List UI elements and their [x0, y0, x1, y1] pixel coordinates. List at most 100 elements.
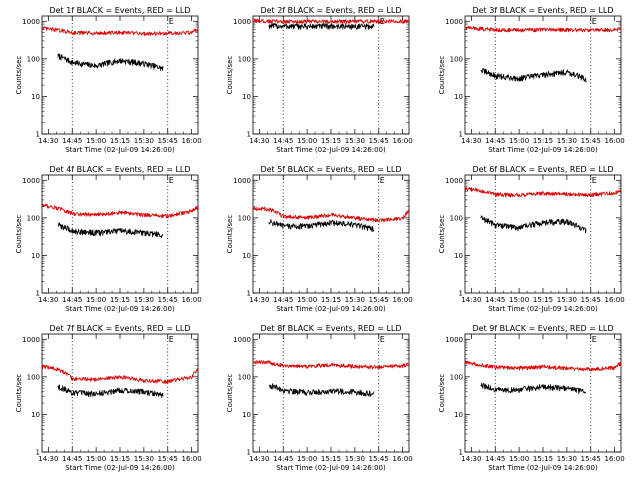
y-tick-label: 1000 [22, 177, 40, 185]
y-tick-label: 100 [238, 373, 251, 381]
y-tick-label: 1000 [233, 177, 251, 185]
events-series-line [57, 384, 164, 399]
x-tick-label: 16:00 [393, 137, 413, 145]
event-marker-label: E [380, 176, 385, 185]
lld-series-line [464, 360, 622, 372]
x-tick-label: 14:30 [249, 296, 269, 304]
x-tick-label: 15:00 [86, 455, 106, 463]
y-tick-label: 100 [27, 55, 40, 63]
event-marker-label: E [169, 17, 174, 26]
event-marker-label: E [592, 17, 597, 26]
x-tick-label: 15:30 [557, 296, 577, 304]
lld-series-line [41, 26, 199, 36]
panel-title: Det 7f BLACK = Events, RED = LLD [49, 324, 190, 333]
x-axis-label: Start Time (02-Jul-09 14:26:00) [276, 464, 386, 472]
x-tick-label: 16:00 [605, 137, 625, 145]
x-tick-label: 14:30 [38, 296, 58, 304]
events-series-line [268, 383, 375, 397]
y-tick-label: 10 [31, 411, 40, 419]
y-tick-label: 1 [247, 449, 251, 457]
x-tick-label: 15:30 [134, 296, 154, 304]
x-tick-label: 14:45 [273, 455, 293, 463]
x-tick-label: 15:45 [369, 137, 389, 145]
x-tick-label: 15:30 [557, 455, 577, 463]
x-axis-label: Start Time (02-Jul-09 14:26:00) [488, 305, 598, 313]
y-tick-label: 10 [242, 93, 251, 101]
y-tick-label: 1000 [22, 336, 40, 344]
y-tick-label: 1000 [233, 336, 251, 344]
x-tick-label: 15:30 [557, 137, 577, 145]
panel-title: Det 2f BLACK = Events, RED = LLD [260, 6, 401, 15]
x-tick-label: 14:45 [273, 296, 293, 304]
x-axis-label: Start Time (02-Jul-09 14:26:00) [276, 305, 386, 313]
event-marker-label: E [169, 176, 174, 185]
lld-series-line [252, 206, 410, 223]
x-tick-label: 15:00 [509, 455, 529, 463]
x-axis-label: Start Time (02-Jul-09 14:26:00) [488, 464, 598, 472]
event-marker-label: E [592, 335, 597, 344]
y-tick-label: 10 [242, 252, 251, 260]
x-tick-label: 15:15 [110, 137, 130, 145]
y-tick-label: 1 [459, 449, 463, 457]
panel-title: Det 6f BLACK = Events, RED = LLD [472, 165, 613, 174]
y-tick-label: 1 [459, 131, 463, 139]
y-tick-label: 1 [36, 449, 40, 457]
x-tick-label: 14:45 [273, 137, 293, 145]
x-tick-label: 14:45 [62, 455, 82, 463]
x-tick-label: 15:15 [110, 296, 130, 304]
events-series-line [268, 219, 375, 233]
event-marker-label: E [592, 176, 597, 185]
y-tick-label: 100 [450, 55, 463, 63]
x-tick-label: 15:45 [158, 137, 178, 145]
detector-panel: Det 4f BLACK = Events, RED = LLD 1 10 100 10… [15, 165, 202, 313]
y-tick-label: 1 [247, 131, 251, 139]
x-tick-label: 16:00 [393, 296, 413, 304]
lld-series-line [464, 25, 622, 33]
lld-series-line [464, 186, 621, 198]
lld-series-line [252, 18, 410, 25]
y-tick-label: 100 [27, 373, 40, 381]
lld-series-line [41, 203, 199, 219]
y-axis-label: Counts/sec [15, 374, 23, 413]
detector-panel: Det 8f BLACK = Events, RED = LLD 1 10 100 10… [226, 324, 413, 472]
x-tick-label: 15:15 [533, 137, 553, 145]
y-tick-label: 10 [454, 411, 463, 419]
x-axis-label: Start Time (02-Jul-09 14:26:00) [65, 305, 175, 313]
x-tick-label: 14:45 [485, 455, 505, 463]
y-tick-label: 10 [454, 252, 463, 260]
y-tick-label: 10 [31, 93, 40, 101]
x-tick-label: 16:00 [182, 455, 202, 463]
x-tick-label: 15:00 [509, 137, 529, 145]
y-tick-label: 100 [238, 55, 251, 63]
x-tick-label: 14:45 [62, 137, 82, 145]
x-tick-label: 15:45 [581, 296, 601, 304]
x-tick-label: 15:45 [158, 296, 178, 304]
y-tick-label: 1000 [233, 18, 251, 26]
event-marker-label: E [380, 335, 385, 344]
y-tick-label: 10 [31, 252, 40, 260]
x-tick-label: 15:30 [134, 455, 154, 463]
x-tick-label: 15:30 [345, 455, 365, 463]
x-tick-label: 14:30 [461, 455, 481, 463]
events-series-line [480, 68, 587, 83]
panel-title: Det 5f BLACK = Events, RED = LLD [260, 165, 401, 174]
x-tick-label: 15:30 [134, 137, 154, 145]
x-tick-label: 14:30 [461, 296, 481, 304]
x-axis-label: Start Time (02-Jul-09 14:26:00) [65, 464, 175, 472]
x-tick-label: 15:15 [533, 296, 553, 304]
x-tick-label: 15:00 [297, 137, 317, 145]
events-series-line [57, 222, 164, 239]
detector-panel: Det 6f BLACK = Events, RED = LLD 1 10 100 10… [438, 165, 625, 313]
y-tick-label: 1000 [22, 18, 40, 26]
y-tick-label: 1 [247, 290, 251, 298]
detector-panel: Det 7f BLACK = Events, RED = LLD 1 10 100 10… [15, 324, 202, 472]
events-series-line [480, 382, 587, 395]
x-tick-label: 14:45 [485, 137, 505, 145]
x-tick-label: 14:30 [249, 137, 269, 145]
panel-title: Det 1f BLACK = Events, RED = LLD [49, 6, 190, 15]
x-tick-label: 14:30 [249, 455, 269, 463]
x-axis-label: Start Time (02-Jul-09 14:26:00) [488, 146, 598, 154]
x-tick-label: 15:45 [369, 455, 389, 463]
y-axis-label: Counts/sec [438, 215, 446, 254]
